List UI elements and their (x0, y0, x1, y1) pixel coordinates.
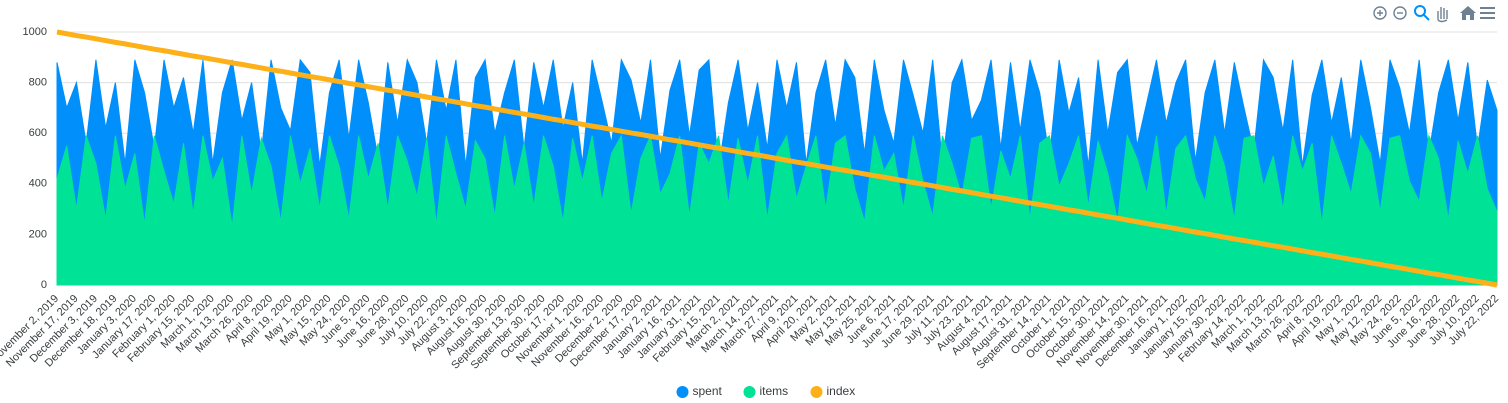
legend-marker (743, 386, 756, 398)
zoom-out-button[interactable] (1393, 6, 1407, 20)
toolbar (1373, 5, 1495, 23)
reset-button[interactable] (1460, 6, 1476, 20)
legend-marker (810, 386, 823, 398)
menu-button[interactable] (1480, 7, 1495, 19)
legend: spent items index (676, 384, 856, 398)
selection-zoom-button[interactable] (1414, 5, 1430, 21)
y-tick-label: 800 (29, 77, 47, 89)
y-tick-label: 1000 (23, 26, 47, 38)
legend-label: index (827, 384, 856, 398)
legend-label: spent (693, 384, 723, 398)
y-tick-label: 200 (29, 228, 47, 240)
y-tick-label: 600 (29, 127, 47, 139)
zoom-in-button[interactable] (1373, 6, 1387, 20)
legend-marker (676, 386, 689, 398)
pan-button[interactable] (1437, 7, 1448, 23)
area (56, 133, 1498, 286)
y-tick-label: 0 (41, 279, 47, 291)
legend-label: items (760, 384, 789, 398)
line (56, 29, 1498, 288)
y-tick-label: 400 (29, 178, 47, 190)
